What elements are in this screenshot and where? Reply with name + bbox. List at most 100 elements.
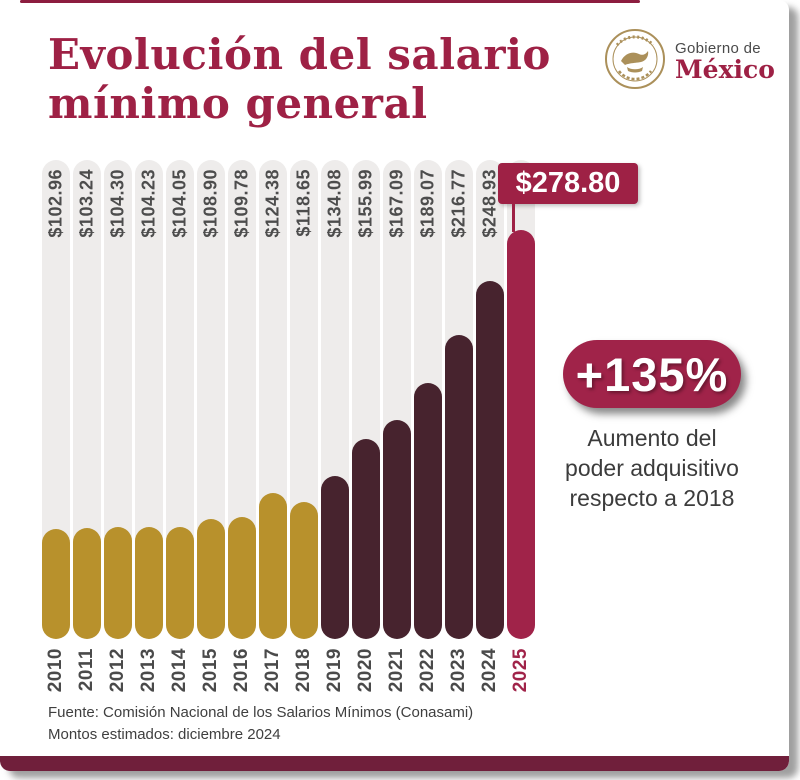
year-cell-2012: 2012 [104, 646, 132, 698]
bar-2023 [445, 335, 473, 639]
year-cell-2016: 2016 [228, 646, 256, 698]
bar-value-label-2015: $108.90 [200, 169, 221, 238]
bar-value-label-2017: $124.38 [262, 169, 283, 238]
value-callout-2025: $278.80 [498, 163, 638, 204]
value-callout-2025-label: $278.80 [515, 167, 621, 199]
year-cell-2017: 2017 [259, 646, 287, 698]
percent-increase-value: +135% [575, 347, 729, 401]
top-border-line [20, 0, 640, 3]
bar-2011 [73, 528, 101, 639]
bar-value-label-2018: $118.65 [293, 169, 314, 237]
bar-column-2017: $124.38 [259, 160, 287, 639]
bar-column-2016: $109.78 [228, 160, 256, 639]
year-axis: 2010 2011 2012 2013 2014 2015 2016 2017 2018 2019… [42, 646, 535, 698]
bar-value-label-2020: $155.99 [355, 169, 376, 238]
year-cell-2010: 2010 [42, 646, 70, 698]
bar-value-label-2011: $103.24 [76, 169, 97, 238]
bar-2010 [42, 529, 70, 639]
bar-value-label-2013: $104.23 [138, 169, 159, 238]
bar-value-label-2023: $216.77 [448, 169, 469, 238]
gobierno-de-mexico-logo: Gobierno de México [603, 27, 775, 96]
infographic-card: Evolución del salario mínimo general Gob… [0, 0, 789, 771]
logo-text: Gobierno de México [675, 40, 775, 84]
footer-estimate-line: Montos estimados: diciembre 2024 [48, 725, 281, 743]
callout-connector-line [512, 204, 515, 232]
bar-2025 [507, 230, 535, 639]
source-footer: Fuente: Comisión Nacional de los Salario… [48, 702, 473, 746]
year-label-2017: 2017 [262, 648, 283, 693]
bar-2022 [414, 383, 442, 639]
year-label-2020: 2020 [355, 648, 376, 693]
bar-value-label-2019: $134.08 [324, 169, 345, 238]
year-label-2022: 2022 [417, 648, 438, 693]
bar-column-2021: $167.09 [383, 160, 411, 639]
bar-column-2012: $104.30 [104, 160, 132, 639]
year-cell-2011: 2011 [73, 646, 101, 698]
year-label-2010: 2010 [45, 648, 66, 693]
caption-line-2: poder adquisitivo [565, 454, 739, 481]
caption-line-1: Aumento del [587, 425, 717, 451]
year-cell-2014: 2014 [166, 646, 194, 698]
bar-2014 [166, 527, 194, 639]
bar-2013 [135, 527, 163, 639]
bar-chart: $102.96 $103.24 $104.30 $104.23 $104.05 $108.… [42, 160, 535, 639]
bar-column-2019: $134.08 [321, 160, 349, 639]
bar-value-label-2021: $167.09 [386, 169, 407, 238]
bar-2015 [197, 519, 225, 639]
year-label-2024: 2024 [479, 648, 500, 693]
page-title-line2: mínimo general [48, 79, 428, 129]
bar-2018 [290, 502, 318, 639]
year-label-2015: 2015 [200, 648, 221, 693]
year-label-2016: 2016 [231, 648, 252, 693]
year-cell-2019: 2019 [321, 646, 349, 698]
bar-2021 [383, 420, 411, 639]
bar-column-2013: $104.23 [135, 160, 163, 639]
bar-column-2024: $248.93 [476, 160, 504, 639]
bar-column-2014: $104.05 [166, 160, 194, 639]
bar-value-label-2022: $189.07 [417, 169, 438, 238]
bar-column-2025 [507, 160, 535, 639]
year-cell-2023: 2023 [445, 646, 473, 698]
year-label-2019: 2019 [324, 648, 345, 693]
year-cell-2025: 2025 [507, 646, 535, 698]
year-label-2011: 2011 [76, 648, 97, 692]
bar-column-2010: $102.96 [42, 160, 70, 639]
year-cell-2022: 2022 [414, 646, 442, 698]
page-title: Evolución del salario mínimo general [48, 30, 551, 128]
year-cell-2020: 2020 [352, 646, 380, 698]
mexico-coat-of-arms-seal-icon [603, 27, 667, 96]
bar-value-label-2010: $102.96 [45, 169, 66, 238]
year-cell-2013: 2013 [135, 646, 163, 698]
bar-value-label-2016: $109.78 [231, 169, 252, 238]
year-label-2013: 2013 [138, 648, 159, 693]
bar-column-2022: $189.07 [414, 160, 442, 639]
year-label-2012: 2012 [107, 648, 128, 693]
year-cell-2018: 2018 [290, 646, 318, 698]
percent-increase-caption: Aumento del poder adquisitivo respecto a… [536, 424, 768, 514]
bar-column-2018: $118.65 [290, 160, 318, 639]
year-label-2021: 2021 [386, 648, 407, 693]
year-cell-2021: 2021 [383, 646, 411, 698]
year-label-2018: 2018 [293, 648, 314, 693]
year-label-2014: 2014 [169, 648, 190, 693]
bottom-border-band [0, 756, 789, 771]
footer-source-line: Fuente: Comisión Nacional de los Salario… [48, 704, 474, 721]
bar-value-label-2014: $104.05 [169, 169, 190, 238]
year-label-2025: 2025 [510, 648, 531, 693]
bar-value-label-2012: $104.30 [107, 169, 128, 238]
percent-increase-badge: +135% [563, 340, 741, 408]
bar-column-2023: $216.77 [445, 160, 473, 639]
bar-column-2020: $155.99 [352, 160, 380, 639]
year-cell-2024: 2024 [476, 646, 504, 698]
logo-mexico: México [675, 54, 775, 84]
bar-column-2015: $108.90 [197, 160, 225, 639]
bar-2024 [476, 281, 504, 639]
bar-2019 [321, 476, 349, 639]
page-title-line1: Evolución del salario [48, 30, 551, 79]
bar-2017 [259, 493, 287, 639]
caption-line-3: respecto a 2018 [569, 484, 735, 511]
logo-gobierno-de: Gobierno de [675, 39, 761, 57]
bar-2016 [228, 517, 256, 639]
bar-2020 [352, 439, 380, 639]
bar-column-2011: $103.24 [73, 160, 101, 639]
